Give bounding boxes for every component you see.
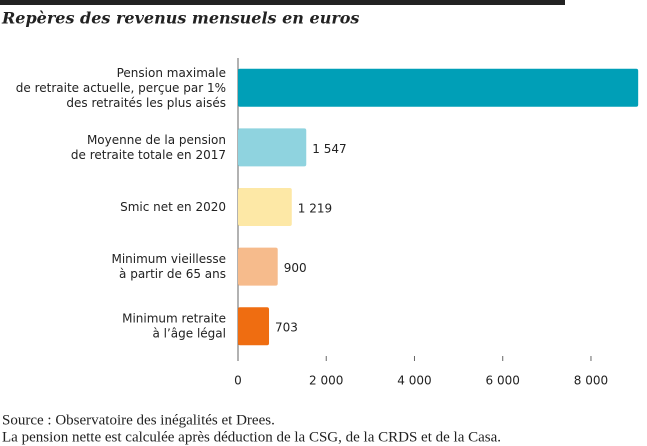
bar <box>238 188 292 226</box>
top-rule <box>0 0 565 5</box>
x-tick-label: 0 <box>234 374 242 388</box>
chart-title: Repères des revenus mensuels en euros <box>1 9 359 28</box>
category-label: Smic net en 2020 <box>120 200 226 214</box>
bar <box>238 128 307 167</box>
category-label: Pension maximale de retraite actuelle, pe… <box>16 65 226 109</box>
category-line: de retraite actuelle, perçue par 1% <box>16 80 226 94</box>
category-label: Minimum retraite à l’âge légal <box>122 311 226 340</box>
category-line: de retraite totale en 2017 <box>71 147 226 161</box>
value-label: 900 <box>284 261 307 275</box>
category-label: Minimum vieillesse à partir de 65 ans <box>111 252 226 281</box>
category-line: Minimum retraite <box>122 311 226 325</box>
x-tick-label: 4 000 <box>397 374 431 388</box>
bar <box>238 68 639 107</box>
category-line: Moyenne de la pension <box>87 132 226 146</box>
x-tick-label: 8 000 <box>574 374 608 388</box>
bar <box>238 247 278 286</box>
value-label: 1 547 <box>312 142 346 156</box>
note: La pension nette est calculée après dédu… <box>2 429 501 445</box>
source: Source : Observatoire des inégalités et … <box>2 412 275 428</box>
value-label: 1 219 <box>298 202 332 216</box>
category-line: Pension maximale <box>117 65 226 79</box>
value-label: 703 <box>275 321 298 335</box>
category-line: à partir de 65 ans <box>119 267 226 281</box>
bar <box>238 307 270 346</box>
category-line: Minimum vieillesse <box>111 252 226 266</box>
x-tick-label: 2 000 <box>309 374 343 388</box>
category-line: à l’âge légal <box>152 326 226 340</box>
category-line: des retraités les plus aisés <box>66 95 226 109</box>
x-tick-label: 6 000 <box>486 374 520 388</box>
category-line: Smic net en 2020 <box>120 200 226 214</box>
category-label: Moyenne de la pension de retraite totale … <box>71 132 226 161</box>
